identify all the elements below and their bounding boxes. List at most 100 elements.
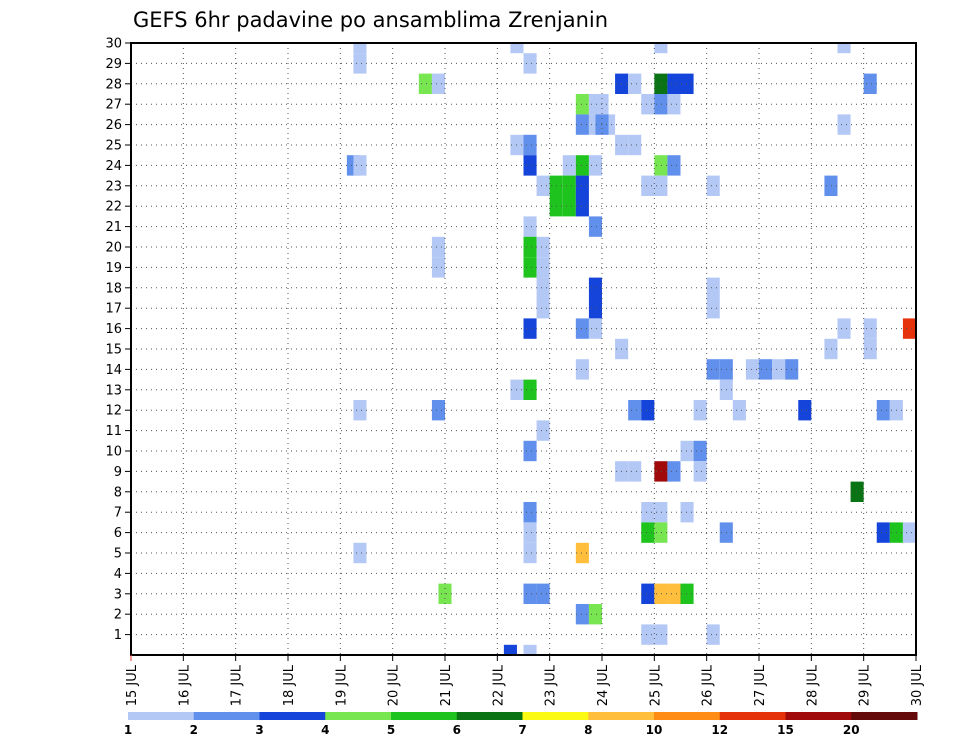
heatmap-cell [628,461,642,482]
colorbar-segment [588,712,655,720]
heatmap-cell [654,94,668,115]
y-tick-label: 2 [114,608,122,623]
heatmap-cell [824,175,838,196]
colorbar-segment [785,712,852,720]
heatmap-cell [523,257,537,278]
heatmap-cell [654,155,668,176]
heatmap-cell [863,73,877,94]
heatmap-cell [641,522,655,543]
heatmap-cell [641,400,655,421]
heatmap-cell [641,175,655,196]
colorbar-label: 3 [255,723,263,737]
heatmap-cell [353,53,367,74]
heatmap-cell [575,318,589,339]
colorbar-segment [719,712,786,720]
heatmap-cell [628,134,642,156]
heatmap-cell [654,175,668,196]
heatmap-cell [706,624,720,645]
y-axis: 1234567891011121314151617181920212223242… [105,37,131,643]
x-tick-label: 30 JUL [910,664,925,706]
heatmap-cell [706,175,720,196]
y-tick-label: 12 [105,404,122,419]
y-tick-label: 7 [114,506,122,521]
heatmap-cell [667,94,681,115]
x-tick-label: 26 JUL [701,664,716,706]
heatmap-cell [575,359,589,380]
y-tick-label: 6 [114,526,122,541]
heatmap-cell [654,522,668,543]
colorbar-label: 15 [777,723,794,737]
heatmap-cell [654,583,668,604]
x-tick-label: 22 JUL [491,664,506,706]
colorbar-label: 4 [321,723,329,737]
y-tick-label: 4 [114,567,122,582]
heatmap-cell [536,298,550,319]
y-tick-label: 11 [105,424,122,439]
heatmap-cell [863,318,877,339]
heatmap-cell [588,604,602,625]
heatmap-cell [667,461,681,482]
y-tick-label: 16 [105,322,122,337]
heatmap-cell [523,53,537,74]
colorbar-segment [128,712,195,720]
y-tick-label: 29 [105,57,122,72]
y-tick-label: 9 [114,465,122,480]
heatmap-cell [431,73,445,94]
heatmap-cell [654,73,668,94]
colorbar-label: 2 [190,723,198,737]
heatmap-cell [431,257,445,278]
x-tick-label: 21 JUL [439,664,454,706]
y-tick-label: 17 [105,302,122,317]
y-tick-label: 24 [105,159,122,174]
heatmap-cell [654,461,668,482]
heatmap-cell [588,298,602,319]
colorbar-segment [851,712,918,720]
x-tick-label: 18 JUL [282,664,297,706]
x-tick-label: 29 JUL [858,664,873,706]
heatmap-cell [588,277,602,298]
colorbar-segment [391,712,458,720]
heatmap-cell [902,318,916,339]
heatmap-cell [641,583,655,604]
colorbar-label: 12 [711,723,728,737]
heatmap-cell [575,604,589,625]
y-tick-label: 25 [105,139,122,154]
x-tick-label: 15 JUL [125,664,140,706]
y-tick-label: 28 [105,77,122,92]
heatmap-cell [837,43,851,54]
y-tick-label: 18 [105,281,122,296]
x-axis: 15 JUL 16 JUL 17 JUL 18 JUL 19 JUL 20 JUL 21 J… [125,655,925,706]
heatmap-cell [523,236,537,258]
heatmap-cell [431,400,445,421]
y-tick-label: 27 [105,98,122,113]
heatmap-cell [772,359,786,380]
colorbar-segment [325,712,392,720]
colorbar-label: 5 [387,723,395,737]
heatmap-cell [523,134,537,156]
x-tick-label: 25 JUL [648,664,663,706]
heatmap-cell [863,338,877,360]
heatmap-cell [654,43,668,54]
heatmap-cell [654,624,668,645]
heatmap-cell [353,542,367,564]
colorbar-segment [259,712,326,720]
heatmap-cell [667,73,681,94]
heatmap-cell [902,522,916,543]
heatmap-cell [798,400,812,421]
heatmap-cell [575,175,589,196]
heatmap-cell [562,155,576,176]
heatmap-cell [536,257,550,278]
heatmap-cell [654,502,668,523]
heatmap-cell [523,379,537,400]
heatmap-cell [588,318,602,339]
heatmap-cell [523,644,537,655]
heatmap-cell [706,298,720,319]
heatmap-cell [641,624,655,645]
heatmap-cell [418,73,432,94]
heatmap-cell [588,216,602,237]
x-tick-label: 17 JUL [230,664,245,706]
heatmap-cell [641,502,655,523]
heatmap-cell [680,73,694,94]
colorbar-label: 10 [646,723,663,737]
colorbar-label: 7 [518,723,526,737]
